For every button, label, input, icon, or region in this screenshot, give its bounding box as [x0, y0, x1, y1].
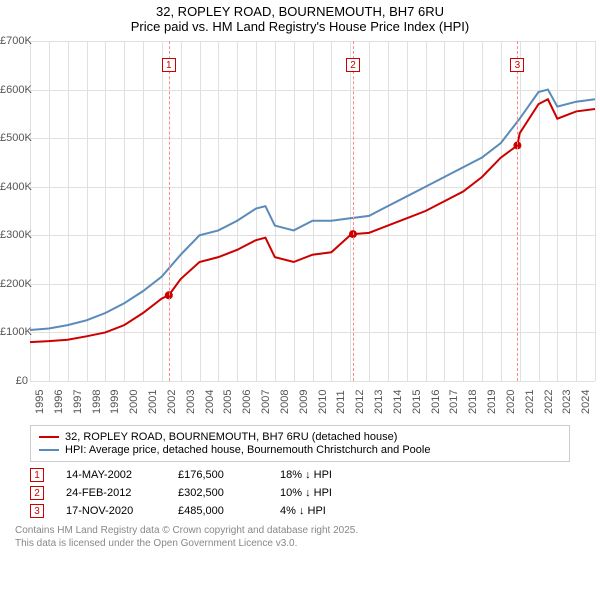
y-axis-label: £600K	[0, 84, 28, 96]
y-axis-label: £700K	[0, 35, 28, 47]
sale-price: £485,000	[178, 505, 258, 517]
x-axis-label: 2011	[335, 390, 347, 414]
sale-date: 24-FEB-2012	[66, 487, 156, 499]
x-axis-label: 2007	[260, 390, 272, 414]
series-line-hpi	[30, 90, 595, 330]
legend-label: HPI: Average price, detached house, Bour…	[65, 444, 430, 456]
x-axis-label: 2012	[354, 390, 366, 414]
x-axis-label: 2008	[279, 390, 291, 414]
sale-marker-box: 3	[30, 504, 44, 518]
title-area: 32, ROPLEY ROAD, BOURNEMOUTH, BH7 6RU Pr…	[0, 0, 600, 36]
x-axis-label: 2015	[411, 390, 423, 414]
chart-svg	[30, 41, 595, 381]
chart-area: £0 £100K £200K £300K £400K £500K £600K £700K 19…	[0, 36, 600, 421]
x-axis-label: 1995	[34, 390, 46, 414]
y-axis-label: £300K	[0, 229, 28, 241]
chart-container: 32, ROPLEY ROAD, BOURNEMOUTH, BH7 6RU Pr…	[0, 0, 600, 590]
x-axis-label: 2013	[373, 390, 385, 414]
sale-marker-box: 2	[30, 486, 44, 500]
y-axis-label: £500K	[0, 132, 28, 144]
sale-price: £176,500	[178, 469, 258, 481]
x-axis-label: 2023	[561, 390, 573, 414]
sale-price: £302,500	[178, 487, 258, 499]
sale-dash-line	[353, 41, 354, 381]
x-axis-label: 2019	[486, 390, 498, 414]
legend-swatch	[39, 436, 59, 438]
sale-dash-line	[517, 41, 518, 381]
x-axis-label: 2010	[317, 390, 329, 414]
x-axis-label: 2000	[128, 390, 140, 414]
x-axis-label: 2020	[505, 390, 517, 414]
x-axis-label: 2001	[147, 390, 159, 414]
x-axis-label: 2022	[543, 390, 555, 414]
sale-dash-line	[169, 41, 170, 381]
sale-marker-box: 2	[346, 58, 360, 72]
title-address: 32, ROPLEY ROAD, BOURNEMOUTH, BH7 6RU	[0, 4, 600, 19]
x-axis-label: 2006	[241, 390, 253, 414]
plot-region	[30, 41, 595, 381]
credit-text: Contains HM Land Registry data © Crown c…	[15, 524, 585, 550]
x-axis-label: 2016	[430, 390, 442, 414]
sale-delta: 10% ↓ HPI	[280, 487, 360, 499]
title-subtitle: Price paid vs. HM Land Registry's House …	[0, 19, 600, 34]
sale-marker-box: 1	[30, 468, 44, 482]
credit-line: This data is licensed under the Open Gov…	[15, 537, 585, 550]
x-axis-label: 2014	[392, 390, 404, 414]
y-axis-label: £400K	[0, 181, 28, 193]
x-axis-label: 2017	[448, 390, 460, 414]
x-axis-label: 2021	[524, 390, 536, 414]
x-axis-label: 2003	[185, 390, 197, 414]
legend-item: 32, ROPLEY ROAD, BOURNEMOUTH, BH7 6RU (d…	[39, 431, 561, 443]
legend-label: 32, ROPLEY ROAD, BOURNEMOUTH, BH7 6RU (d…	[65, 431, 397, 443]
sale-marker-box: 1	[162, 58, 176, 72]
x-axis-label: 2004	[204, 390, 216, 414]
x-axis-label: 1998	[91, 390, 103, 414]
y-axis-label: £200K	[0, 278, 28, 290]
sales-row: 3 17-NOV-2020 £485,000 4% ↓ HPI	[30, 504, 570, 518]
x-axis-label: 2024	[580, 390, 592, 414]
legend-swatch	[39, 449, 59, 451]
credit-line: Contains HM Land Registry data © Crown c…	[15, 524, 585, 537]
x-axis-label: 2002	[166, 390, 178, 414]
sale-date: 17-NOV-2020	[66, 505, 156, 517]
sale-delta: 18% ↓ HPI	[280, 469, 360, 481]
legend-item: HPI: Average price, detached house, Bour…	[39, 444, 561, 456]
x-axis-label: 1996	[53, 390, 65, 414]
sale-date: 14-MAY-2002	[66, 469, 156, 481]
legend: 32, ROPLEY ROAD, BOURNEMOUTH, BH7 6RU (d…	[30, 425, 570, 462]
sales-row: 2 24-FEB-2012 £302,500 10% ↓ HPI	[30, 486, 570, 500]
x-axis-label: 1997	[72, 390, 84, 414]
y-axis-label: £0	[0, 375, 28, 387]
sale-marker-box: 3	[510, 58, 524, 72]
sale-delta: 4% ↓ HPI	[280, 505, 360, 517]
x-axis-label: 2009	[298, 390, 310, 414]
x-axis-label: 2018	[467, 390, 479, 414]
sales-table: 1 14-MAY-2002 £176,500 18% ↓ HPI 2 24-FE…	[30, 468, 570, 518]
x-axis-label: 1999	[109, 390, 121, 414]
x-axis-label: 2005	[222, 390, 234, 414]
sales-row: 1 14-MAY-2002 £176,500 18% ↓ HPI	[30, 468, 570, 482]
y-axis-label: £100K	[0, 326, 28, 338]
